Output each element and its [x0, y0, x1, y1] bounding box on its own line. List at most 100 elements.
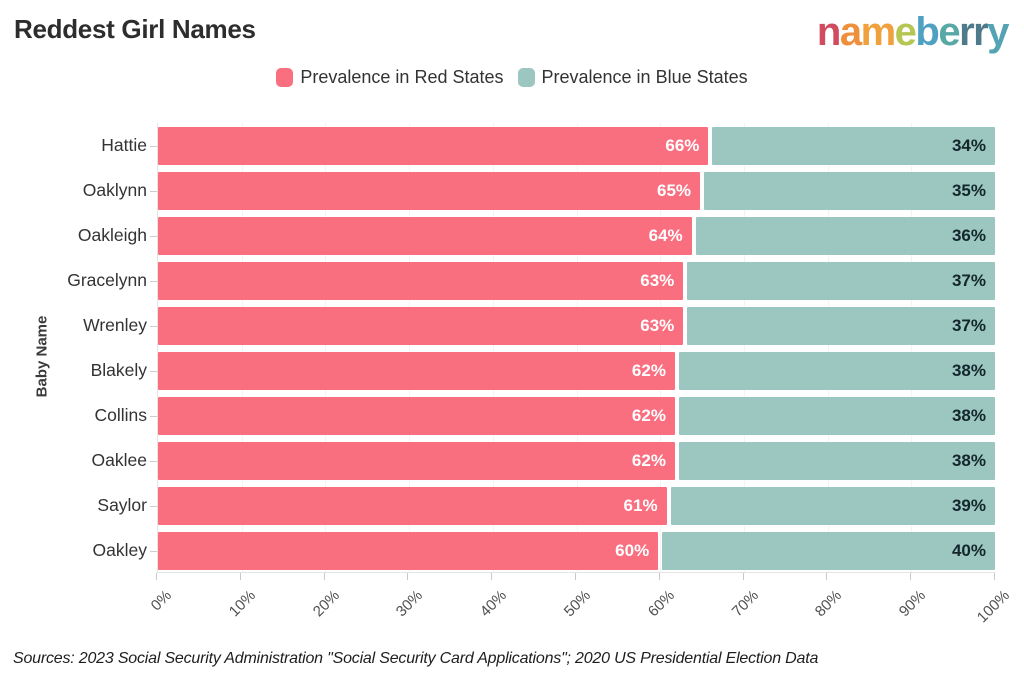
- bar-segment-red-states: 66%: [158, 126, 709, 165]
- y-axis-tick: [150, 145, 157, 147]
- bar-category-label: Saylor: [0, 483, 157, 528]
- y-axis-tick: [150, 235, 157, 237]
- bar-segment-red-states: 62%: [158, 351, 675, 390]
- bar-segment-red-states: 62%: [158, 396, 675, 435]
- x-axis-tick-label: 40%: [476, 587, 511, 621]
- bar-row: 62% 38%: [158, 348, 995, 393]
- x-axis-tick: [742, 573, 744, 580]
- bar-row: 62% 38%: [158, 438, 995, 483]
- bar-track: 61% 39%: [158, 486, 995, 525]
- x-axis-tick-label: 0%: [147, 587, 176, 615]
- y-axis-tick: [150, 370, 157, 372]
- bar-track: 64% 36%: [158, 216, 995, 255]
- logo-letter: b: [915, 10, 939, 54]
- bar-value-label: 62%: [631, 360, 666, 380]
- bar-segment-red-states: 65%: [158, 171, 701, 210]
- bar-segment-blue-states: 34%: [712, 126, 995, 165]
- y-axis-tick: [150, 460, 157, 462]
- bar-track: 63% 37%: [158, 306, 995, 345]
- gridline: [492, 123, 494, 572]
- legend-label: Prevalence in Red States: [300, 67, 504, 87]
- x-axis-tick: [994, 573, 995, 580]
- red-states-swatch-icon: [276, 68, 294, 87]
- bar-row: 62% 38%: [158, 393, 995, 438]
- y-axis-tick: [150, 325, 157, 327]
- bar-track: 60% 40%: [158, 531, 995, 570]
- logo-letter: e: [938, 10, 960, 54]
- x-axis: 0% 10% 20% 30% 40% 50% 60% 70% 80% 90% 100%: [148, 573, 1013, 633]
- x-axis-tick: [407, 573, 409, 580]
- bar-value-label: 40%: [951, 540, 986, 560]
- nameberry-logo: nameberry: [816, 8, 1010, 56]
- bar-row: 66% 34%: [158, 123, 995, 168]
- bar-value-label: 62%: [631, 405, 666, 425]
- x-axis-tick-label: 30%: [393, 587, 427, 621]
- bar-value-label: 38%: [951, 405, 986, 425]
- bar-track: 65% 35%: [158, 171, 995, 210]
- bar-value-label: 64%: [648, 225, 683, 245]
- bar-segment-blue-states: 40%: [662, 531, 995, 570]
- bar-row: 61% 39%: [158, 483, 995, 528]
- bar-segment-red-states: 62%: [158, 441, 675, 480]
- bar-value-label: 37%: [951, 315, 986, 335]
- x-axis-tick-label: 20%: [309, 587, 343, 621]
- bar-row: 63% 37%: [158, 258, 995, 303]
- bar-category-label: Collins: [0, 393, 157, 438]
- bar-value-label: 35%: [951, 180, 986, 200]
- bar-value-label: 63%: [640, 270, 675, 290]
- gridline: [743, 123, 745, 572]
- x-axis-tick: [910, 573, 912, 580]
- bar-row: 65% 35%: [158, 168, 995, 213]
- x-axis-tick: [826, 573, 828, 580]
- plot-area: 66% 34% 65% 35% 64% 36% 63% 37% 63% 37% 62% 38% 62% 3…: [157, 123, 995, 573]
- bar-category-label: Oakley: [0, 528, 157, 573]
- source-note: Sources: 2023 Social Security Administra…: [13, 650, 819, 667]
- bar-value-label: 63%: [640, 315, 675, 335]
- bar-track: 63% 37%: [158, 261, 995, 300]
- y-axis-tick: [150, 280, 157, 282]
- bar-category-label: Blakely: [0, 348, 157, 393]
- bar-segment-red-states: 63%: [158, 306, 684, 345]
- bar-value-label: 65%: [657, 180, 692, 200]
- page-title: Reddest Girl Names: [14, 14, 256, 44]
- chart-legend: Prevalence in Red States Prevalence in B…: [0, 67, 1024, 88]
- gridline: [241, 123, 243, 572]
- x-axis-tick: [658, 573, 660, 580]
- bar-row: 63% 37%: [158, 303, 995, 348]
- bar-segment-red-states: 61%: [158, 486, 667, 525]
- bar-segment-blue-states: 37%: [687, 261, 995, 300]
- bar-value-label: 38%: [951, 360, 986, 380]
- bar-track: 62% 38%: [158, 351, 995, 390]
- bar-value-label: 36%: [951, 225, 986, 245]
- logo-letter: m: [860, 10, 897, 54]
- bar-category-label: Wrenley: [0, 303, 157, 348]
- bar-row: 60% 40%: [158, 528, 995, 573]
- bar-rows: 66% 34% 65% 35% 64% 36% 63% 37% 63% 37% 62% 38% 62% 3…: [158, 123, 995, 572]
- bar-value-label: 39%: [951, 495, 986, 515]
- x-axis-tick-label: 80%: [812, 587, 846, 621]
- logo-letter: n: [816, 10, 841, 54]
- legend-label: Prevalence in Blue States: [541, 67, 748, 87]
- bar-value-label: 34%: [951, 135, 986, 155]
- bar-segment-blue-states: 37%: [687, 306, 995, 345]
- x-axis-tick: [156, 573, 157, 580]
- bar-category-label: Oakleigh: [0, 213, 157, 258]
- y-axis-tick: [150, 190, 157, 192]
- x-axis-tick: [323, 573, 325, 580]
- bar-segment-red-states: 64%: [158, 216, 692, 255]
- bar-row: 64% 36%: [158, 213, 995, 258]
- y-axis-tick: [150, 415, 157, 417]
- bar-value-label: 62%: [631, 450, 666, 470]
- bar-segment-blue-states: 39%: [670, 486, 995, 525]
- x-axis-tick: [575, 573, 576, 580]
- bar-value-label: 38%: [951, 450, 986, 470]
- bar-segment-blue-states: 38%: [678, 441, 995, 480]
- x-axis-tick-label: 10%: [225, 587, 259, 621]
- legend-item-red-states: Prevalence in Red States: [276, 67, 504, 88]
- x-axis-tick-label: 50%: [560, 587, 595, 621]
- bar-track: 62% 38%: [158, 396, 995, 435]
- bar-category-label: Hattie: [0, 123, 157, 168]
- bar-segment-red-states: 63%: [158, 261, 684, 300]
- blue-states-swatch-icon: [517, 68, 535, 87]
- bar-category-label: Oaklee: [0, 438, 157, 483]
